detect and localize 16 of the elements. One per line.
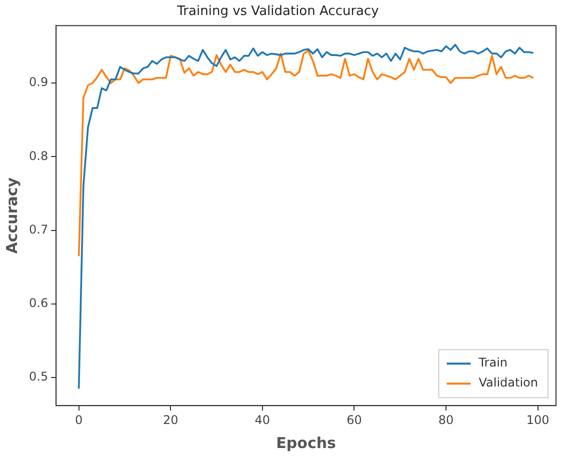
- x-tick-label: 40: [254, 412, 270, 427]
- x-tick-label: 20: [162, 412, 178, 427]
- y-tick-label: 0.8: [28, 148, 48, 163]
- x-axis-title: Epochs: [276, 434, 336, 452]
- y-tick-label: 0.9: [28, 75, 48, 90]
- chart-title: Training vs Validation Accuracy: [176, 4, 380, 20]
- legend-label: Validation: [478, 376, 538, 390]
- x-tick-label: 100: [526, 412, 550, 427]
- legend-label: Train: [478, 356, 508, 370]
- y-tick-label: 0.5: [28, 370, 48, 384]
- x-tick-label: 0: [74, 412, 83, 427]
- x-tick-label: 80: [438, 412, 454, 427]
- x-tick-label: 60: [346, 412, 362, 427]
- y-tick-label: 0.7: [28, 222, 48, 236]
- y-tick-label: 0.6: [28, 296, 48, 310]
- y-axis-title: Accuracy: [2, 177, 21, 254]
